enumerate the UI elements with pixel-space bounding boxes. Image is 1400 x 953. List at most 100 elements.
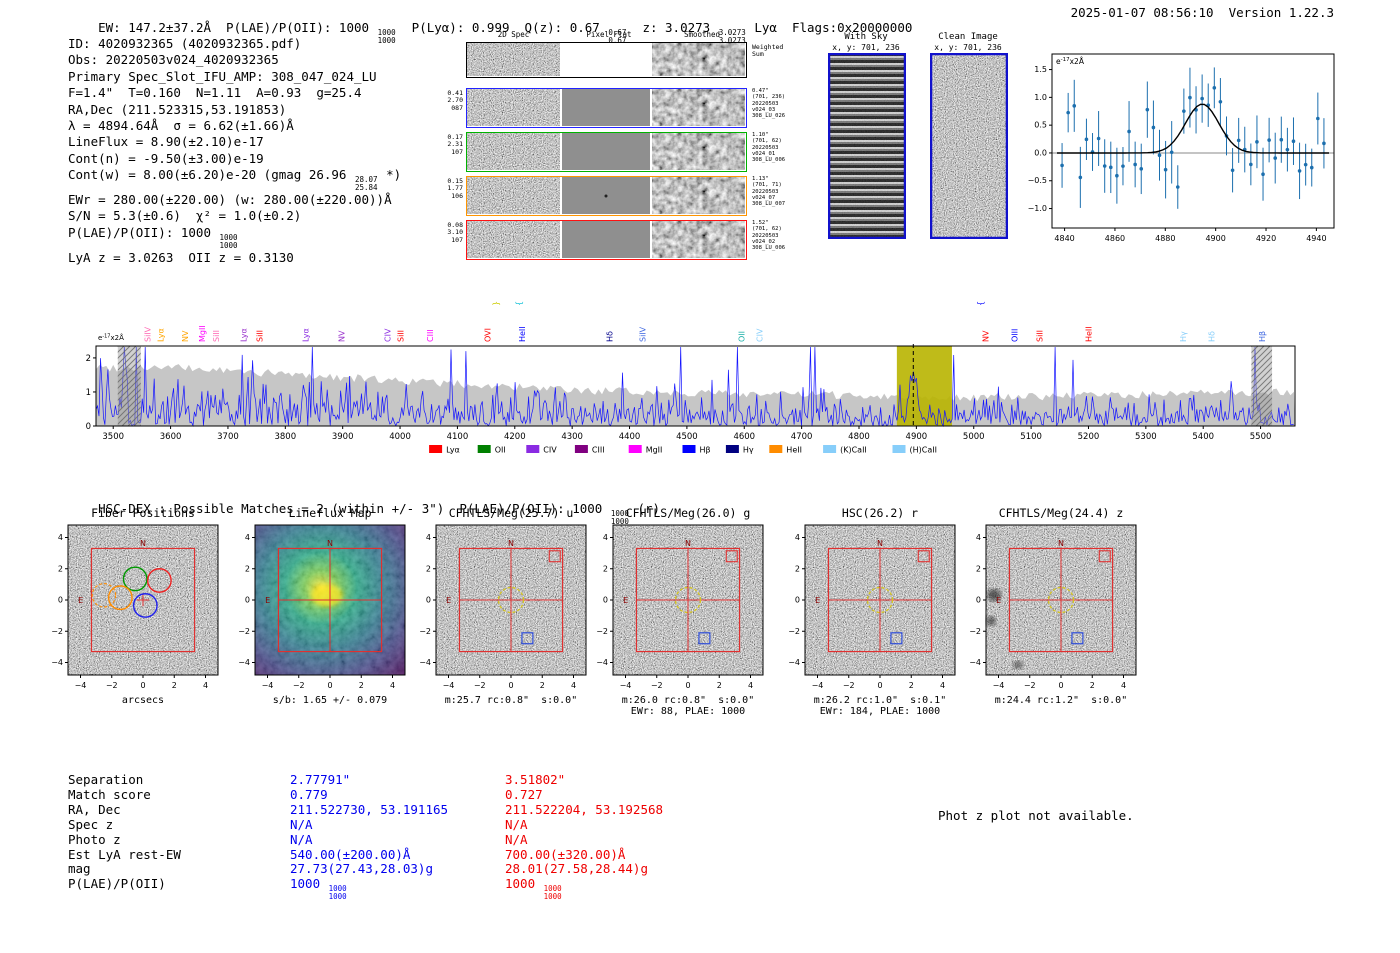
match-row-label: Spec z: [68, 816, 114, 832]
spec-row-meta-line: 20220503: [752, 188, 779, 195]
spec-row-stats: 0.15 1.77 106: [436, 177, 463, 200]
svg-text:0: 0: [140, 681, 145, 690]
spec-row-stat: 2.31: [447, 140, 463, 149]
smoothed-image: [652, 221, 745, 258]
svg-text:4: 4: [203, 681, 208, 690]
svg-text:0: 0: [603, 596, 608, 605]
info-seeing: F=1.4" T=0.160 N=1.11 A=0.93 g=25.4: [68, 85, 362, 101]
svg-text:4800: 4800: [848, 432, 870, 442]
line-flags-text: Lyα Flags:0x20000000: [746, 20, 913, 35]
svg-text:CIV: CIV: [383, 328, 392, 342]
svg-text:−4: −4: [596, 658, 608, 667]
compass-north-label: N: [685, 539, 691, 548]
match-value: 2.77791": [290, 772, 351, 787]
match-plae-value: 1000 1000 1000: [505, 876, 562, 902]
spec-row-meta: 1.10" (701, 62) 20220503 v024_01 308_LU_006: [752, 132, 806, 163]
svg-text:0: 0: [508, 681, 513, 690]
svg-text:HeII: HeII: [518, 326, 527, 342]
info-cont-n: Cont(n) = -9.50(±3.00)e-19: [68, 150, 264, 166]
spectrum-line: [95, 346, 1294, 428]
svg-text:4100: 4100: [447, 432, 469, 442]
compass-north-label: N: [508, 539, 514, 548]
match-row-label: RA, Dec: [68, 801, 121, 817]
match-value: 211.522730, 53.191165: [290, 801, 449, 817]
cutout-title: CFHTLS/Meg(26.0) g: [625, 506, 751, 520]
svg-text:4: 4: [1121, 681, 1126, 690]
withsky-coords: x, y: 701, 236: [832, 43, 900, 52]
heading-plae-fraction: 1000 1000: [610, 509, 629, 526]
match-row-label: Separation: [68, 772, 144, 787]
spec-2d-images: [467, 177, 745, 214]
svg-text:0.0: 0.0: [1034, 148, 1047, 157]
svg-text:−4: −4: [969, 658, 981, 667]
photz-note: Phot z plot not available.: [938, 808, 1134, 823]
cutout-overlays: NE: [265, 539, 383, 653]
col-header-smoothed: Smoothed: [683, 30, 721, 39]
spec-row-stat: 0.17: [447, 133, 463, 141]
cutout-overlays: NE: [815, 539, 933, 653]
svg-text:4600: 4600: [733, 432, 755, 442]
aperture-circle: [1047, 586, 1075, 614]
svg-text:−4: −4: [75, 681, 87, 690]
svg-text:−4: −4: [419, 658, 431, 667]
svg-text:−2: −2: [1024, 681, 1036, 690]
svg-text:0: 0: [795, 596, 800, 605]
match-value: N/A: [290, 831, 313, 847]
info-wavelength-sigma: λ = 4894.64Å σ = 6.62(±1.66)Å: [68, 118, 294, 134]
spec-row-meta-line: (701, 62): [752, 226, 782, 233]
svg-text:SiII: SiII: [255, 330, 264, 342]
gaussian-fit-curve: [1057, 103, 1329, 154]
svg-text:SiII: SiII: [397, 330, 406, 342]
svg-text:4900: 4900: [906, 432, 928, 442]
svg-text:4: 4: [976, 533, 981, 542]
svg-text:3600: 3600: [160, 432, 182, 442]
pixel-flat-image: [562, 133, 650, 170]
weighted-sum-label: Weighted Sum: [752, 43, 784, 59]
withsky-image: [828, 53, 906, 239]
spec-row-meta-line: 1.13": [752, 176, 769, 182]
svg-text:−4: −4: [262, 681, 274, 690]
svg-text:SiII: SiII: [1036, 330, 1045, 342]
svg-text:Lyα: Lyα: [301, 328, 310, 342]
svg-text:−2: −2: [474, 681, 486, 690]
svg-text:OIII: OIII: [1010, 329, 1019, 342]
pixel-flat-image: [562, 221, 650, 258]
svg-text:Hδ: Hδ: [1208, 331, 1217, 342]
svg-text:2: 2: [359, 681, 364, 690]
svg-text:5400: 5400: [1192, 432, 1214, 442]
svg-text:4: 4: [748, 681, 753, 690]
spec-2d-images: [467, 89, 745, 126]
compass-east-label: E: [265, 596, 270, 605]
svg-text:4200: 4200: [504, 432, 526, 442]
twod-spec-image: [467, 43, 560, 76]
spec-row-stat: 107: [451, 235, 463, 244]
svg-text:−2: −2: [419, 627, 431, 636]
svg-text:0: 0: [877, 681, 882, 690]
aperture-circle: [497, 586, 525, 614]
svg-text:4: 4: [571, 681, 576, 690]
info-sn-chi2: S/N = 5.3(±0.6) χ² = 1.0(±0.2): [68, 208, 302, 224]
svg-text:NV: NV: [181, 330, 190, 342]
svg-text:−2: −2: [51, 627, 63, 636]
info-ewr: EWr = 280.00(±220.00) (w: 280.00(±220.00…: [68, 192, 392, 207]
spec-row-meta: 1.13" (701, 71) 20220503 v024_07 308_LU_007: [752, 176, 806, 207]
svg-text:4: 4: [390, 681, 395, 690]
svg-text:2: 2: [909, 681, 914, 690]
spec-row-stats: 0.17 2.31 107: [436, 133, 463, 156]
hsc-dex-heading: HSC-DEX : Possible Matches = 2 (within +…: [98, 501, 661, 526]
match-value: 0.727: [505, 786, 543, 802]
spec-row-meta-line: 1.52": [752, 220, 769, 226]
cutout-panel-fiber-positions: Fiber Positions N E −4 −4 −2 −2 0 0 2 2 4 4 arcsecs: [34, 506, 226, 706]
svg-text:−2: −2: [106, 681, 118, 690]
spec-row-meta-line: (701, 62): [752, 138, 782, 145]
svg-text:4900: 4900: [1205, 234, 1225, 242]
legend: Lyα OII CIV CIII MgII Hβ Hγ HeII (K)CaII (H)CaII: [429, 445, 937, 455]
panel-border: [828, 53, 906, 239]
spec-row-meta-line: 1.10": [752, 132, 769, 138]
svg-text:2: 2: [86, 354, 91, 364]
cutout-xlabel: m:25.7 rc:0.8" s:0.0": [444, 695, 578, 706]
cutout-title: CFHTLS/Meg(25.7) u: [448, 506, 574, 520]
svg-text:3700: 3700: [217, 432, 239, 442]
